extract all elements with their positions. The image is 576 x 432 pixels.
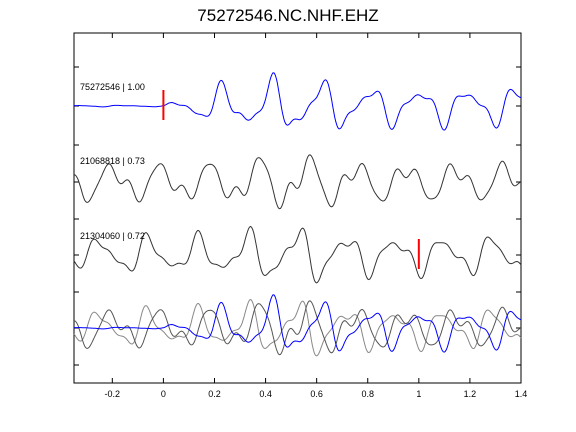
axis-ticks: -0.2 0 0.2 0.4 0.6 0.8 1 1.2 1.4: [74, 32, 528, 399]
x-tick-label: 0: [161, 389, 166, 399]
trace-label: 75272546 | 1.00: [80, 82, 145, 92]
overlay-trace-line: [73, 300, 522, 356]
x-tick-label: 1: [416, 389, 421, 399]
plot-frame: [73, 32, 522, 384]
x-tick-label: -0.2: [105, 389, 121, 399]
x-tick-label: 1.4: [515, 389, 528, 399]
x-tick-label: 0.2: [208, 389, 221, 399]
trace-labels: 75272546 | 1.00 21068818 | 0.73 21304060 |…: [80, 82, 145, 241]
x-tick-label: 1.2: [464, 389, 477, 399]
chart-title: 75272546.NC.NHF.EHZ: [197, 6, 379, 25]
trace-label: 21304060 | 0.72: [80, 231, 145, 241]
overlay-trace-line: [73, 298, 522, 357]
trace-group: [73, 72, 522, 357]
trace-line: [73, 154, 522, 210]
trace-line: [73, 225, 522, 284]
x-tick-label: 0.4: [259, 389, 272, 399]
x-tick-label: 0.8: [361, 389, 374, 399]
x-tick-label: 0.6: [310, 389, 323, 399]
overlay-trace-line: [73, 294, 522, 353]
trace-label: 21068818 | 0.73: [80, 156, 145, 166]
trace-line: [73, 72, 522, 131]
